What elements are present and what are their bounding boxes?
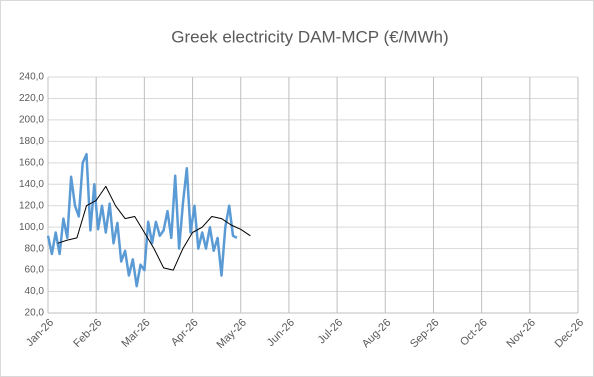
y-tick-label: 20,0	[25, 308, 45, 319]
y-tick-label: 100,0	[19, 222, 44, 233]
line-series	[46, 152, 238, 288]
chart-title: Greek electricity DAM-MCP (€/MWh)	[171, 27, 448, 46]
y-tick-label: 160,0	[19, 157, 44, 168]
y-tick-label: 140,0	[19, 179, 44, 190]
y-tick-label: 240,0	[19, 72, 44, 83]
y-tick-label: 40,0	[25, 286, 45, 297]
line-series	[57, 185, 251, 271]
y-tick-label: 80,0	[25, 243, 45, 254]
y-tick-label: 220,0	[19, 93, 44, 104]
y-tick-label: 200,0	[19, 115, 44, 126]
y-tick-label: 60,0	[25, 265, 45, 276]
y-tick-label: 180,0	[19, 136, 44, 147]
y-tick-label: 120,0	[19, 200, 44, 211]
